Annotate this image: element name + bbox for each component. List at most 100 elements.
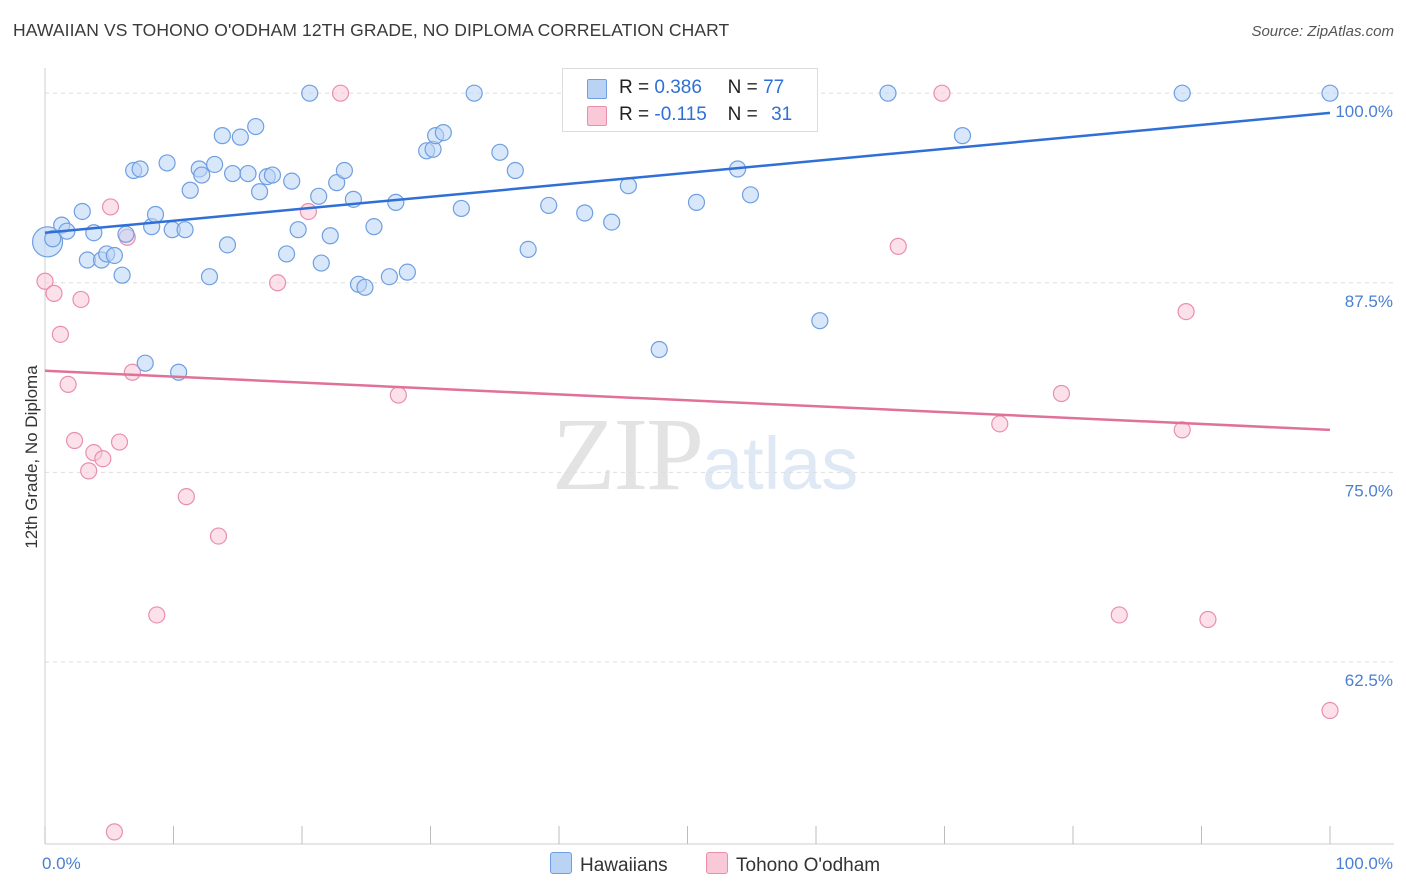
legend-r-value-hawaiians: 0.386 [654, 77, 702, 98]
data-point-tohono [148, 606, 166, 624]
data-point-hawaiians [136, 354, 154, 372]
data-point-hawaiians [879, 84, 897, 102]
bottom-legend-tohono: Tohono O'odham [706, 852, 880, 877]
chart-title: HAWAIIAN VS TOHONO O'ODHAM 12TH GRADE, N… [13, 20, 730, 40]
series-tohono-odham [36, 84, 1339, 841]
data-point-hawaiians [231, 128, 249, 146]
data-point-hawaiians [398, 263, 416, 281]
data-point-tohono [1321, 701, 1339, 720]
legend-swatch-pink [587, 106, 607, 126]
legend-n-label: N = [727, 104, 758, 125]
data-point-hawaiians [380, 268, 398, 286]
data-point-tohono [889, 237, 907, 255]
data-point-hawaiians [953, 127, 972, 145]
data-point-hawaiians [356, 278, 374, 296]
watermark-zip: ZIP [552, 397, 704, 512]
data-point-hawaiians [321, 227, 339, 245]
data-point-tohono [1199, 610, 1217, 629]
data-point-hawaiians [105, 246, 123, 265]
x-tick-label: 100.0% [1335, 854, 1393, 873]
data-point-tohono [209, 527, 228, 545]
bottom-legend-swatch-blue [550, 852, 572, 874]
data-point-hawaiians [117, 225, 135, 243]
data-point-hawaiians [619, 177, 637, 195]
data-point-hawaiians [193, 166, 211, 184]
data-point-hawaiians [1321, 84, 1339, 102]
legend-r-value-tohono: -0.115 [654, 104, 707, 125]
data-point-hawaiians [176, 221, 194, 239]
watermark: ZIPatlas [552, 395, 858, 514]
data-point-tohono [59, 375, 77, 393]
y-tick-label: 87.5% [1345, 292, 1393, 311]
data-point-tohono [1177, 302, 1195, 321]
data-point-tohono [51, 325, 70, 343]
trend-line-tohono [44, 369, 1331, 432]
data-point-tohono [991, 415, 1009, 433]
data-point-hawaiians [131, 160, 149, 178]
data-point-hawaiians [335, 161, 354, 180]
data-point-hawaiians [506, 161, 524, 180]
bottom-legend-swatch-pink [706, 852, 728, 874]
data-point-tohono [1052, 384, 1071, 403]
data-point-tohono [331, 84, 350, 102]
data-point-tohono [110, 433, 129, 451]
data-point-hawaiians [277, 245, 296, 263]
bottom-legend-label-hawaiians: Hawaiians [580, 855, 668, 876]
y-axis-label: 12th Grade, No Diploma [22, 365, 41, 549]
data-point-hawaiians [465, 84, 483, 102]
data-point-hawaiians [310, 187, 328, 205]
data-point-hawaiians [206, 155, 224, 174]
data-point-hawaiians [250, 183, 269, 201]
data-point-hawaiians [181, 181, 199, 199]
bottom-legend-label-tohono: Tohono O'odham [736, 855, 881, 876]
watermark-atlas: atlas [702, 422, 859, 505]
data-point-tohono [80, 462, 98, 480]
legend-n-value-hawaiians: 77 [763, 77, 785, 98]
data-point-tohono [123, 363, 141, 381]
y-tick-label: 100.0% [1335, 102, 1393, 121]
bottom-legend-hawaiians: Hawaiians [550, 852, 668, 877]
data-point-hawaiians [741, 186, 760, 204]
data-point-hawaiians [687, 193, 706, 211]
data-point-hawaiians [519, 240, 537, 259]
data-point-hawaiians [650, 340, 668, 359]
data-point-hawaiians [434, 124, 452, 142]
trend-line-hawaiians [44, 111, 1331, 234]
series-hawaiians [31, 84, 1339, 381]
source-label: Source: ZipAtlas.com [1251, 23, 1394, 40]
data-point-tohono [299, 202, 318, 221]
data-point-hawaiians [452, 199, 470, 218]
x-tick-label: 0.0% [42, 854, 81, 873]
data-point-tohono [101, 198, 120, 216]
legend-text-tohono: R = -0.115 N = 31 [619, 104, 792, 126]
data-point-hawaiians [1173, 84, 1191, 102]
data-point-hawaiians [387, 193, 405, 211]
data-point-hawaiians [146, 205, 165, 224]
legend-swatch-blue [587, 79, 607, 99]
legend-text-hawaiians: R = 0.386 N = 77 [619, 77, 784, 99]
data-point-hawaiians [73, 202, 91, 221]
legend: R = 0.386 N = 77 R = -0.115 N = 31 [562, 68, 818, 132]
data-point-hawaiians [301, 84, 319, 102]
tick-labels: 100.0% 87.5% 75.0% 62.5% 0.0% 100.0% 12th Grad… [22, 102, 1393, 873]
data-point-tohono [1110, 606, 1128, 624]
data-point-tohono [933, 84, 951, 102]
data-point-hawaiians [491, 143, 509, 161]
data-point-hawaiians [113, 266, 131, 284]
data-point-tohono [177, 488, 195, 506]
data-point-hawaiians [283, 172, 301, 190]
data-point-tohono [36, 272, 54, 290]
data-point-hawaiians [289, 221, 307, 239]
y-tick-label: 75.0% [1345, 481, 1393, 500]
data-point-tohono [72, 290, 90, 309]
data-point-tohono [94, 450, 112, 468]
data-point-hawaiians [263, 166, 282, 184]
data-point-tohono [65, 431, 84, 450]
legend-r-label: R = [619, 104, 650, 125]
data-point-hawaiians [365, 218, 383, 236]
data-point-hawaiians [213, 127, 231, 145]
data-point-hawaiians [811, 312, 829, 330]
data-point-hawaiians [312, 254, 330, 272]
y-tick-label: 62.5% [1345, 671, 1393, 690]
